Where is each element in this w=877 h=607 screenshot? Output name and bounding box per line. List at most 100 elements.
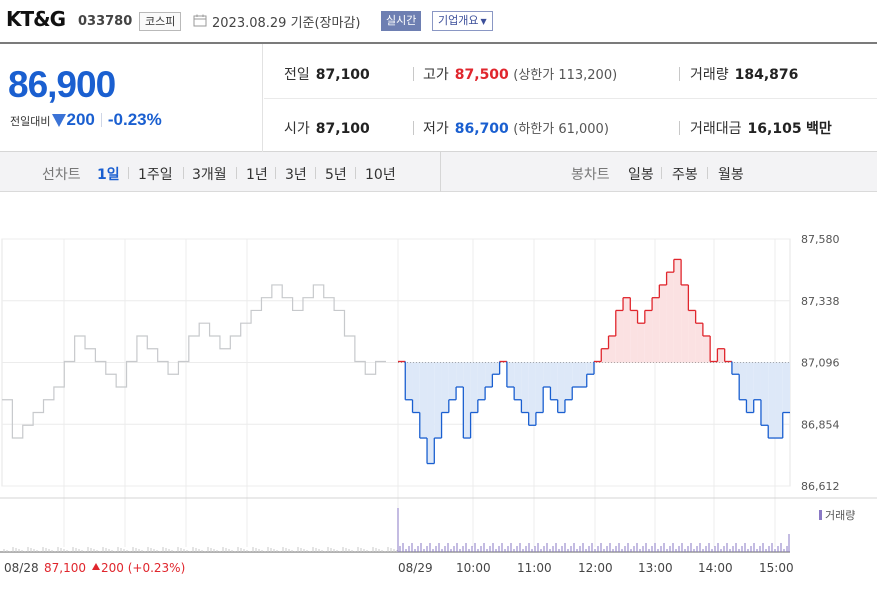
- stat-divider: [413, 121, 414, 135]
- stock-code: 033780: [78, 14, 133, 29]
- stat-label: 시가: [284, 121, 310, 137]
- price-area-up: [673, 259, 682, 363]
- price-area-down: [456, 362, 464, 387]
- stat-divider: [679, 121, 680, 135]
- current-price: 86,900: [8, 64, 116, 105]
- stat-label: 고가: [423, 67, 449, 83]
- price-area-down: [782, 362, 790, 413]
- reference-date: 2023.08.29 기준(장마감): [212, 16, 361, 31]
- period-5y-tab[interactable]: 5년: [325, 167, 347, 183]
- price-area-up: [688, 310, 696, 363]
- price-area-up: [623, 297, 631, 363]
- price-area-up: [659, 284, 667, 363]
- price-area-down: [434, 362, 442, 439]
- candle-weekly-tab[interactable]: 주봉: [672, 167, 698, 183]
- price-area-up: [702, 335, 711, 363]
- menu-divider: [128, 167, 129, 179]
- price-area-down: [579, 362, 587, 387]
- price-area-down: [753, 362, 761, 400]
- price-area-down: [543, 362, 551, 387]
- stat-value: 87,500: [454, 67, 509, 83]
- price-area-down: [470, 362, 478, 413]
- menu-divider: [183, 167, 184, 179]
- upper-limit: (상한가 113,200): [513, 68, 618, 83]
- menu-divider: [315, 167, 316, 179]
- price-area-up: [666, 272, 674, 363]
- price-area-up: [681, 284, 689, 363]
- price-area-down: [557, 362, 565, 413]
- y-axis-labels: 87,580 87,338 87,096 86,854 86,612: [801, 233, 840, 493]
- period-3y-tab[interactable]: 3년: [285, 167, 307, 183]
- stat-label: 거래대금: [690, 121, 742, 137]
- price-area-up: [695, 323, 703, 363]
- menu-divider: [275, 167, 276, 179]
- candle-daily-tab[interactable]: 일봉: [628, 167, 654, 183]
- company-overview-button[interactable]: 기업개요 ▼: [432, 11, 493, 31]
- price-area-up: [644, 310, 653, 363]
- stat-label: 전일: [284, 67, 310, 83]
- y-tick-label: 87,580: [801, 233, 840, 246]
- volume-area: 거래량: [0, 497, 877, 553]
- price-area-down: [572, 362, 580, 387]
- price-area-down: [760, 362, 769, 426]
- price-area-down: [775, 362, 783, 439]
- period-10y-tab[interactable]: 10년: [365, 167, 396, 183]
- price-area-down: [506, 362, 515, 387]
- price-chart-svg: 87,580 87,338 87,096 86,854 86,612 거래량 08/28…: [0, 233, 877, 575]
- y-tick-label: 87,096: [801, 357, 840, 370]
- header-divider: [0, 42, 877, 44]
- price-area-up: [630, 310, 638, 363]
- stat-volume: 거래량 184,876: [690, 64, 798, 84]
- y-tick-label: 86,854: [801, 418, 840, 431]
- prev-close-value: 87,100: [44, 561, 86, 575]
- price-area-up: [652, 297, 660, 363]
- intraday-chart[interactable]: 87,580 87,338 87,096 86,854 86,612 거래량 08/28…: [0, 192, 877, 607]
- price-area-down: [427, 362, 435, 464]
- price-area-down: [477, 362, 486, 400]
- price-area-up: [608, 335, 616, 363]
- price-area-down: [441, 362, 449, 413]
- period-3m-tab[interactable]: 3개월: [192, 167, 227, 183]
- price-area-down: [448, 362, 457, 400]
- x-tick-label: 13:00: [638, 561, 673, 575]
- current-price-box: 86,900 전일대비 200 -0.23%: [0, 44, 263, 152]
- realtime-button[interactable]: 실시간: [381, 11, 422, 31]
- period-1w-tab[interactable]: 1주일: [138, 167, 173, 183]
- change-label: 전일대비: [10, 115, 51, 128]
- x-axis-labels: 08/28 08/29 10:00 11:00 12:00 13:00 14:00 15:00…: [4, 561, 794, 575]
- chart-grid: [1, 238, 791, 547]
- up-triangle-icon: [92, 563, 100, 570]
- x-tick-label: 11:00: [517, 561, 552, 575]
- price-area-down: [564, 362, 573, 400]
- y-tick-label: 87,338: [801, 295, 840, 308]
- prev-day-line: [2, 284, 386, 439]
- stat-divider: [679, 67, 680, 81]
- chevron-down-icon: ▼: [480, 17, 487, 26]
- stat-low: 저가 86,700 (하한가 61,000): [423, 118, 609, 138]
- line-chart-label: 선차트: [42, 167, 81, 183]
- stock-name: KT&G: [6, 7, 66, 31]
- stat-open: 시가 87,100: [284, 118, 370, 138]
- x-tick-label: 15:00: [759, 561, 794, 575]
- x-tick-label: 10:00: [456, 561, 491, 575]
- price-area-down: [731, 362, 740, 375]
- y-tick-label: 86,612: [801, 480, 840, 493]
- price-area-down: [746, 362, 754, 413]
- change-divider: [100, 113, 102, 127]
- period-1d-tab[interactable]: 1일: [97, 167, 120, 183]
- change-amount: 200: [66, 110, 95, 129]
- chart-menu-bar: 선차트 1일 1주일 3개월 1년 3년 5년 10년 봉차트 일봉 주봉 월봉: [0, 152, 877, 192]
- candle-monthly-tab[interactable]: 월봉: [718, 167, 744, 183]
- period-1y-tab[interactable]: 1년: [246, 167, 268, 183]
- price-area-up: [601, 348, 609, 363]
- price-area-down: [586, 362, 594, 375]
- volume-legend-label: 거래량: [825, 509, 855, 522]
- stat-prev-close: 전일 87,100: [284, 64, 370, 84]
- menu-divider: [707, 167, 708, 179]
- stat-value: 16,105: [747, 121, 802, 137]
- price-area-up: [637, 323, 645, 363]
- down-triangle-icon: [52, 114, 67, 127]
- stat-amount: 거래대금 16,105 백만: [690, 118, 832, 138]
- change-rate: -0.23%: [107, 110, 162, 129]
- market-badge: 코스피: [139, 12, 182, 31]
